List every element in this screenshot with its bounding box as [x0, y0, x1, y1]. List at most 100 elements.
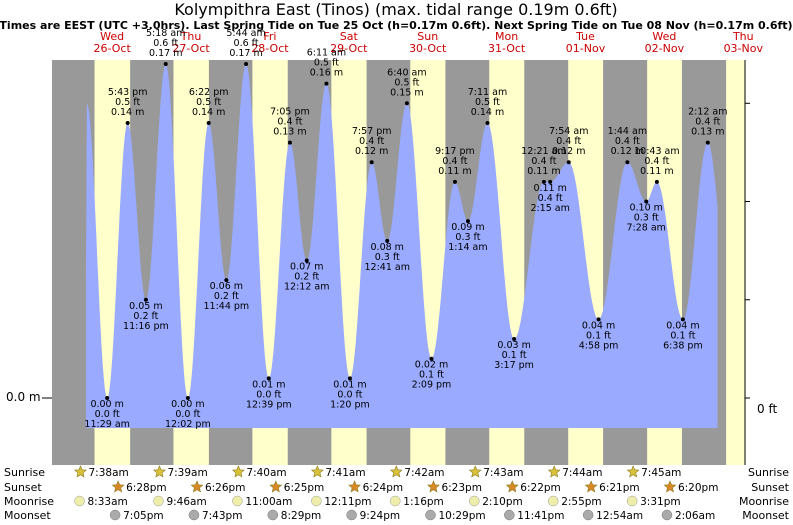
tide-label: 0.15 m [390, 87, 423, 98]
tide-point [163, 62, 168, 66]
tide-label: 0.07 m [290, 261, 323, 272]
sunrise-time: 7:40am [246, 467, 286, 479]
tide-label: 0.1 ft [670, 330, 695, 341]
tide-label: 0.4 ft [644, 156, 669, 167]
tide-label: 0.09 m [451, 222, 484, 233]
tide-point [105, 396, 110, 400]
moonset-icon [504, 509, 515, 521]
moonset-time: 2:06am [675, 510, 715, 522]
tide-point [244, 62, 249, 66]
tide-label: 0.0 ft [175, 409, 200, 420]
tide-label: 0.12 m [355, 146, 388, 157]
tide-label: 0.4 ft [277, 117, 302, 128]
tide-label: 0.04 m [582, 320, 615, 331]
sunset-icon [190, 480, 204, 493]
day-header-date: 30-Oct [409, 42, 447, 55]
tide-label: 0.5 ft [314, 58, 339, 69]
tide-label: 0.1 ft [586, 330, 611, 341]
row-label-left: Moonrise [4, 495, 54, 508]
tide-label: 12:41 am [364, 262, 409, 273]
tide-label: 0.2 ft [214, 291, 239, 302]
tide-point [347, 376, 352, 381]
tide-point [680, 317, 685, 322]
chart-subtitle: Times are EEST (UTC +3.0hrs). Last Sprin… [0, 19, 793, 32]
moonset-icon [661, 509, 673, 521]
tide-label: 0.3 ft [375, 252, 400, 263]
tide-label: 0.14 m [471, 107, 504, 118]
day-band [726, 60, 745, 465]
tide-label: 0.11 m [640, 166, 673, 177]
tide-label: 0.13 m [273, 127, 306, 138]
sunset-icon [663, 480, 677, 493]
y-label-feet: 0 ft [757, 402, 777, 416]
sunrise-icon [310, 465, 324, 478]
tide-point [266, 376, 271, 381]
tide-label: 0.02 m [415, 360, 448, 371]
tide-point [324, 81, 329, 86]
sunrise-time: 7:42am [404, 467, 444, 479]
tide-label: 0.4 ft [359, 136, 384, 147]
day-header-weekday: Wed [652, 30, 676, 43]
sunrise-icon [231, 465, 245, 478]
tide-label: 0.4 ft [538, 193, 563, 204]
tide-label: 0.1 ft [502, 350, 527, 361]
tide-label: 0.11 m [438, 166, 471, 177]
moonset-time: 7:05pm [123, 510, 163, 522]
sunrise-icon [547, 465, 561, 478]
sunset-icon [348, 480, 362, 493]
moonset-time: 9:24pm [360, 510, 400, 522]
tide-point [404, 101, 409, 106]
tide-label: 6:22 pm [189, 87, 229, 98]
tide-label: 11:44 pm [203, 301, 249, 312]
sunset-icon [427, 480, 440, 493]
tide-point [185, 396, 190, 400]
tide-label: 0.14 m [111, 107, 144, 118]
tide-label: 7:11 am [468, 87, 507, 98]
tide-label: 11:16 pm [123, 321, 169, 332]
tide-label: 0.0 ft [337, 389, 362, 400]
tide-point [452, 179, 457, 184]
moonrise-icon [74, 495, 85, 507]
tide-label: 0.4 ft [556, 136, 581, 147]
tide-label: 7:28 am [626, 223, 665, 234]
tide-label: 0.2 ft [294, 271, 319, 282]
tide-point [485, 120, 490, 125]
sunrise-time: 7:43am [483, 467, 523, 479]
chart-title: Kolympithra East (Tinos) (max. tidal ran… [174, 0, 617, 19]
tide-label: 0.5 ft [196, 97, 221, 108]
moonset-time: 8:29pm [281, 510, 321, 522]
tide-label: 0.4 ft [695, 117, 720, 128]
tide-label: 12:02 pm [165, 419, 211, 430]
moonrise-icon [153, 495, 164, 507]
tide-point [224, 278, 229, 283]
moonrise-icon [390, 495, 401, 507]
tide-label: 12:12 am [284, 281, 329, 292]
moonrise-time: 3:31pm [640, 496, 680, 508]
tide-label: 0.16 m [310, 68, 343, 79]
tide-label: 0.11 m [533, 183, 566, 194]
sunset-time: 6:23pm [441, 482, 481, 494]
sunset-icon [111, 480, 125, 493]
tide-label: 0.12 m [552, 146, 585, 157]
tide-label: 0.03 m [497, 340, 530, 351]
tide-label: 0.08 m [371, 242, 404, 253]
day-header-date: 03-Nov [724, 42, 764, 55]
tide-label: 0.01 m [252, 379, 285, 390]
sunset-icon [584, 480, 598, 493]
day-header-weekday: Thu [180, 30, 202, 43]
sunset-icon [505, 480, 519, 493]
tide-label: 0.00 m [90, 399, 123, 410]
day-header-weekday: Wed [100, 30, 124, 43]
tide-label: 0.6 ft [234, 38, 259, 49]
tide-label: 0.17 m [229, 48, 262, 59]
tide-label: 0.01 m [333, 379, 366, 390]
tide-point [541, 179, 546, 184]
day-header-weekday: Mon [495, 30, 518, 43]
row-label-right: Sunset [751, 481, 789, 494]
day-header-weekday: Fri [263, 30, 276, 43]
tide-point [596, 317, 601, 322]
moonset-time: 7:43pm [202, 510, 242, 522]
day-header-weekday: Tue [575, 30, 595, 43]
